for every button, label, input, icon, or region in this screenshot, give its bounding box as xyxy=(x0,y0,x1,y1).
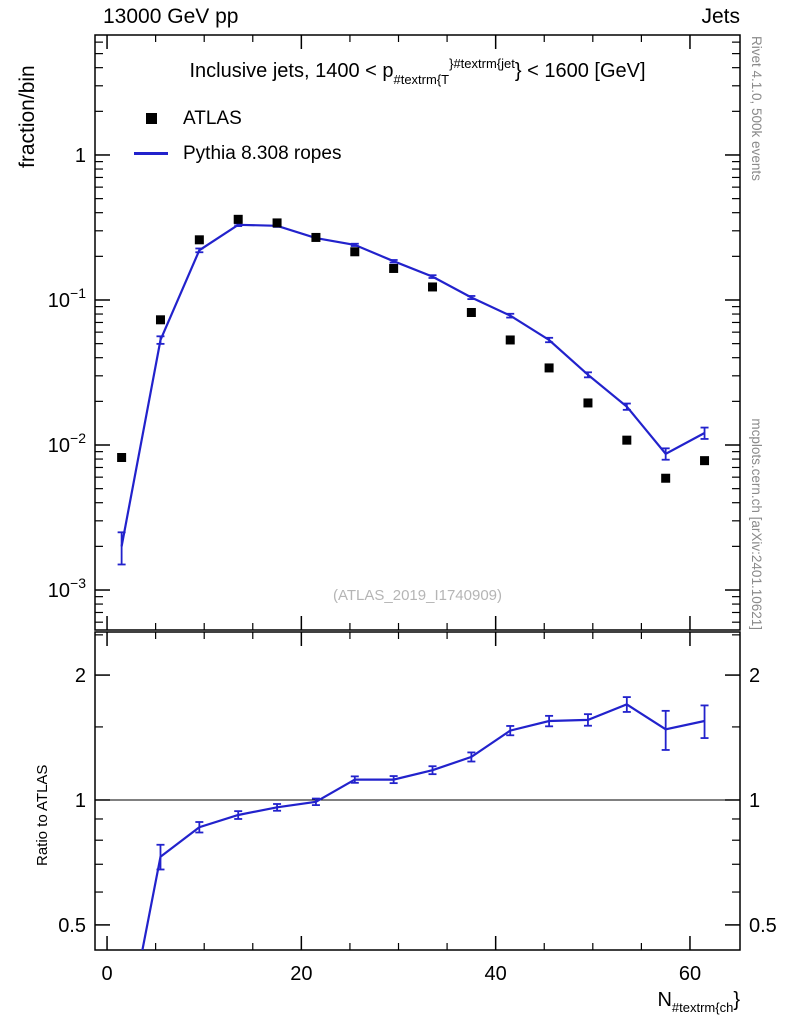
atlas-square-marker xyxy=(129,113,173,124)
atlas-data-point xyxy=(544,363,554,373)
y-tick-label: 10−1 xyxy=(48,285,86,312)
atlas-data-point xyxy=(155,315,165,325)
atlas-data-point xyxy=(661,473,671,483)
y-tick-label: 1 xyxy=(75,145,86,167)
x-tick-label: 0 xyxy=(101,963,112,985)
atlas-data-point xyxy=(466,307,476,317)
legend: ATLAS Pythia 8.308 ropes xyxy=(129,101,341,171)
x-tick-label: 40 xyxy=(485,963,507,985)
analysis-group-label: Jets xyxy=(701,5,740,28)
x-tick-label: 60 xyxy=(679,963,701,985)
ratio-tick-label-right: 0.5 xyxy=(749,915,777,937)
legend-label-atlas: ATLAS xyxy=(183,107,242,129)
y-tick-label: 10−2 xyxy=(48,430,86,457)
plot-title: Inclusive jets, 1400 < p#textrm{T}#textr… xyxy=(95,56,740,87)
title-text: Inclusive jets, 1400 < p xyxy=(189,60,394,82)
atlas-data-point xyxy=(311,232,321,242)
pythia-line-marker xyxy=(129,152,173,155)
ratio-panel-frame xyxy=(94,631,741,951)
y-tick-label: 10−3 xyxy=(48,575,86,602)
legend-label-pythia: Pythia 8.308 ropes xyxy=(183,142,342,164)
ratio-tick-label-left: 1 xyxy=(75,790,86,812)
legend-item-pythia: Pythia 8.308 ropes xyxy=(129,136,341,171)
legend-item-atlas: ATLAS xyxy=(129,101,341,136)
x-axis-label: N#textrm{ch} xyxy=(657,989,740,1015)
analysis-id-watermark: (ATLAS_2019_I1740909) xyxy=(332,587,502,604)
x-label-subscript: #textrm{ch xyxy=(671,1000,734,1015)
atlas-data-point xyxy=(505,335,515,345)
x-label-close: } xyxy=(733,989,740,1011)
title-text-end: } < 1600 [GeV] xyxy=(514,60,646,82)
atlas-data-point xyxy=(583,398,593,408)
atlas-data-point xyxy=(194,235,204,245)
mcplots-reference-note: mcplots.cern.ch [arXiv:2401.10621] xyxy=(749,418,764,630)
atlas-data-point xyxy=(117,453,127,463)
ratio-axis-label: Ratio to ATLAS xyxy=(34,764,51,866)
atlas-data-point xyxy=(622,435,632,445)
black-square-swatch xyxy=(145,113,157,124)
ratio-tick-label-left: 2 xyxy=(75,665,86,687)
ratio-line xyxy=(141,703,705,950)
title-superscript: }#textrm{jet xyxy=(449,56,515,71)
ratio-tick-label-left: 0.5 xyxy=(58,915,86,937)
atlas-data-point xyxy=(428,282,438,292)
mc-prediction-line xyxy=(120,223,706,547)
atlas-data-point xyxy=(272,218,282,228)
beam-energy-label: 13000 GeV pp xyxy=(103,5,239,28)
ratio-tick-label-right: 2 xyxy=(749,665,760,687)
y-axis-label: fraction/bin xyxy=(16,65,39,168)
blue-line-swatch xyxy=(134,152,168,155)
atlas-data-point xyxy=(389,263,399,273)
atlas-data-point xyxy=(233,214,243,224)
atlas-data-point xyxy=(350,247,360,257)
x-label-main: N xyxy=(657,989,672,1011)
ratio-tick-label-right: 1 xyxy=(749,790,760,812)
atlas-data-point xyxy=(700,456,710,466)
x-tick-label: 20 xyxy=(290,963,312,985)
title-subscript: #textrm{T xyxy=(393,72,450,87)
rivet-version-note: Rivet 4.1.0, 500k events xyxy=(749,36,764,181)
